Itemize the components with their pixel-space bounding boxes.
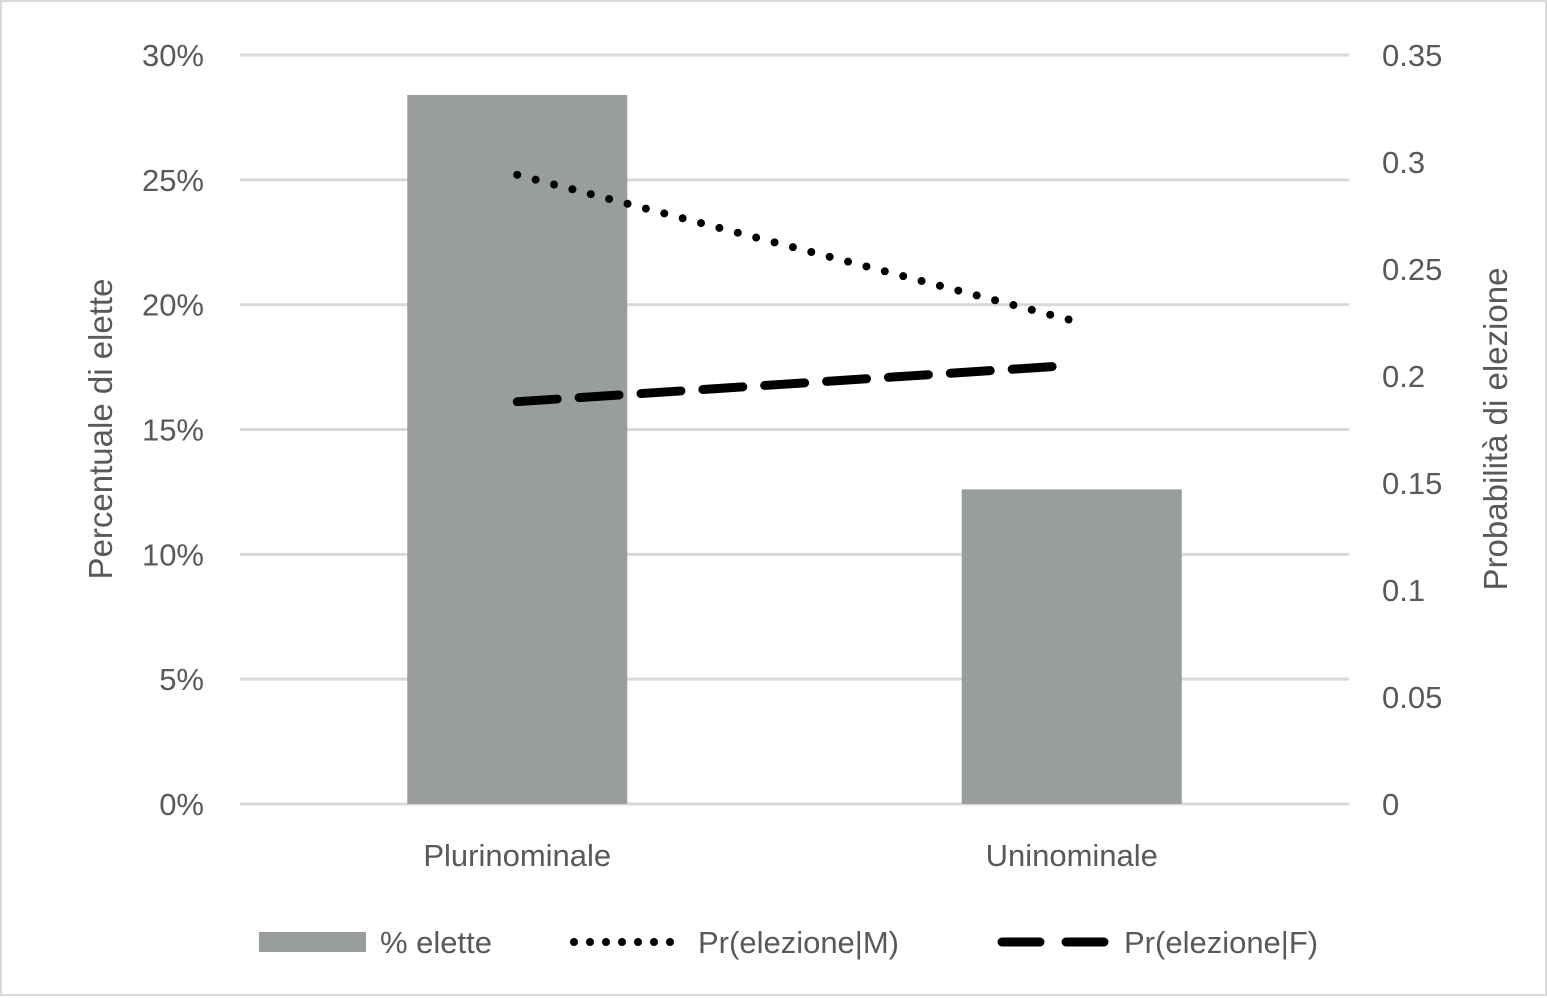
right-tick-label: 0.05 xyxy=(1382,680,1442,715)
left-tick-label: 15% xyxy=(142,413,204,448)
category-label: Plurinominale xyxy=(423,838,611,873)
left-tick-label: 20% xyxy=(142,288,204,323)
legend-label: % elette xyxy=(380,925,492,960)
left-axis-title: Percentuale di elette xyxy=(82,279,119,580)
left-tick-label: 0% xyxy=(159,787,204,822)
left-tick-label: 5% xyxy=(159,662,204,697)
legend-label: Pr(elezione|M) xyxy=(698,925,899,960)
category-labels: Plurinominale Uninominale xyxy=(423,838,1158,873)
right-tick-label: 0.3 xyxy=(1382,145,1425,180)
left-tick-label: 10% xyxy=(142,537,204,572)
left-axis-ticks: 0% 5% 10% 15% 20% 25% 30% xyxy=(142,38,204,822)
legend-label: Pr(elezione|F) xyxy=(1124,925,1318,960)
bar xyxy=(961,489,1182,804)
legend-swatch xyxy=(259,932,366,952)
right-tick-label: 0.1 xyxy=(1382,573,1425,608)
right-axis-ticks: 0 0.05 0.1 0.15 0.2 0.25 0.3 0.35 xyxy=(1382,38,1442,822)
left-tick-label: 25% xyxy=(142,163,204,198)
right-tick-label: 0.25 xyxy=(1382,252,1442,287)
left-tick-label: 30% xyxy=(142,38,204,73)
right-tick-label: 0.2 xyxy=(1382,359,1425,394)
series-line xyxy=(512,360,1077,407)
bar xyxy=(407,94,628,805)
right-tick-label: 0 xyxy=(1382,787,1399,822)
legend: % elette Pr(elezione|M) Pr(elezione|F) xyxy=(259,925,1318,960)
gridlines xyxy=(240,53,1349,806)
right-tick-label: 0.15 xyxy=(1382,466,1442,501)
right-axis-title: Probabilità di elezione xyxy=(1477,268,1514,591)
series-line xyxy=(513,170,1076,325)
right-tick-label: 0.35 xyxy=(1382,38,1442,73)
category-label: Uninominale xyxy=(986,838,1158,873)
bars xyxy=(407,94,1182,805)
series-lines xyxy=(512,170,1077,407)
